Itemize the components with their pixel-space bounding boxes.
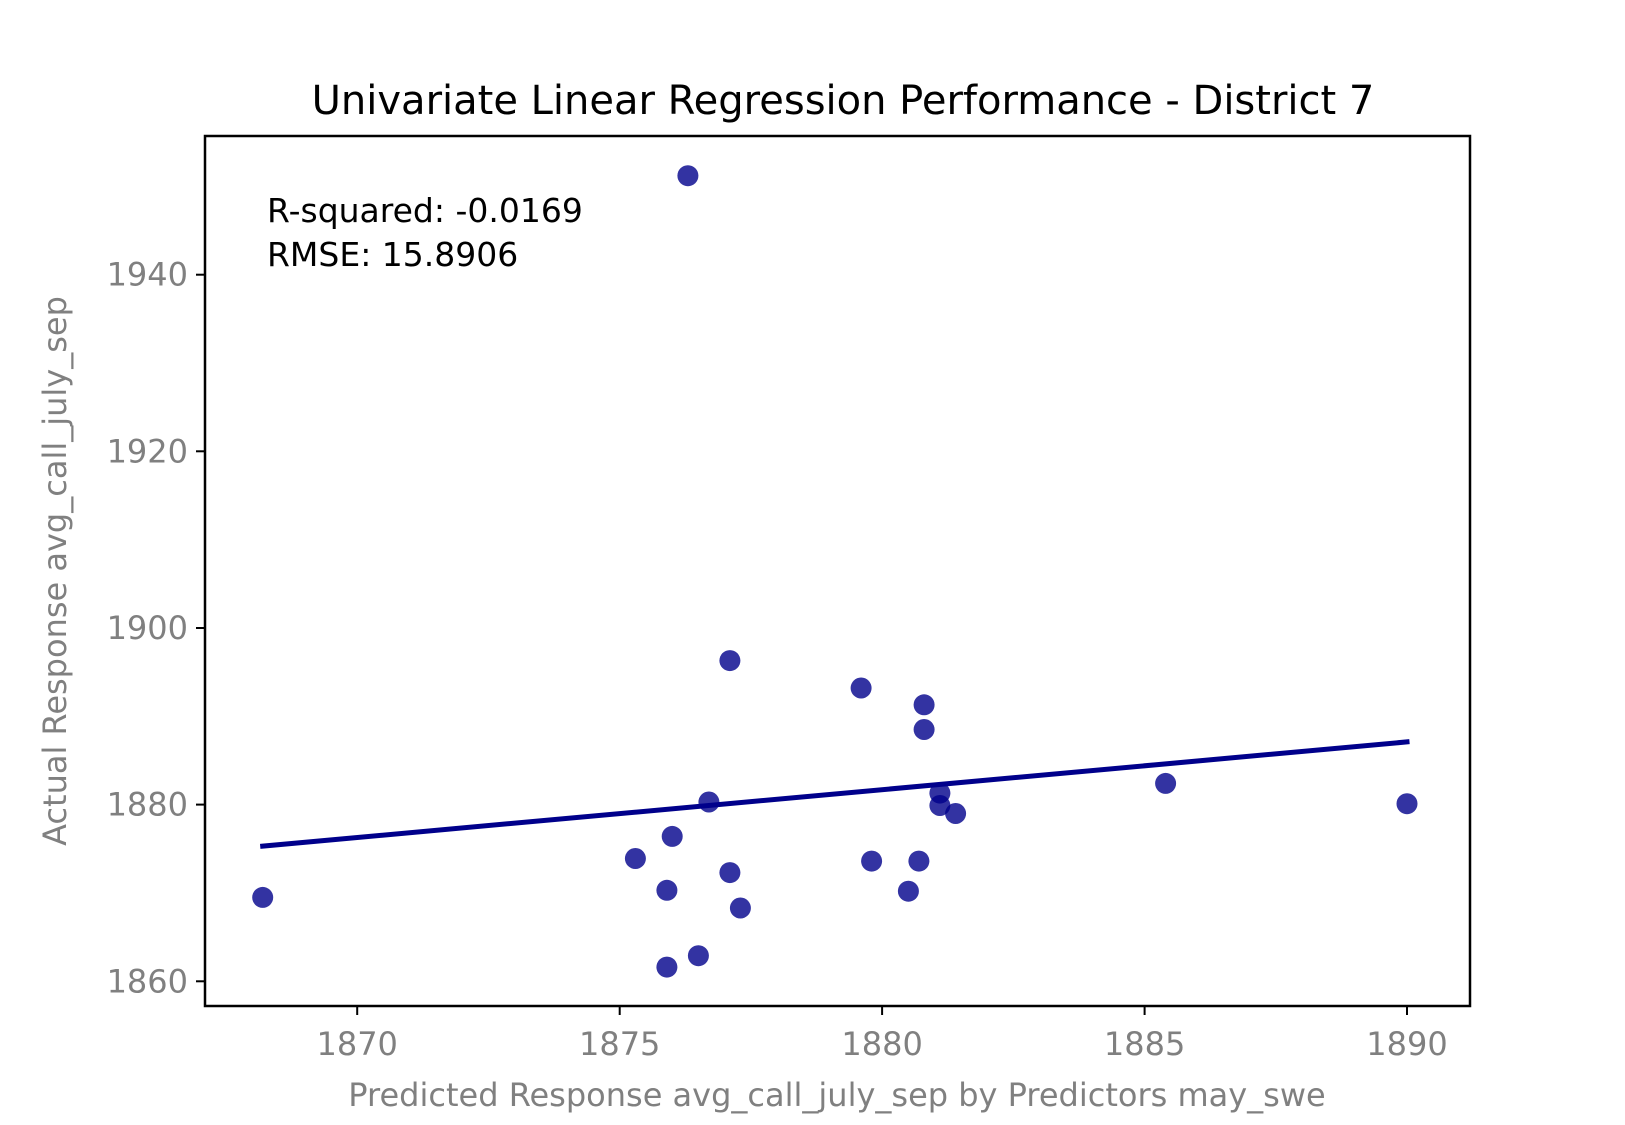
- data-point-9: [719, 650, 741, 672]
- y-tick-label-1880: 1880: [107, 786, 188, 824]
- y-axis-label: Actual Response avg_call_july_sep: [36, 296, 74, 846]
- data-point-21: [1155, 772, 1177, 794]
- x-axis-label: Predicted Response avg_call_july_sep by …: [348, 1076, 1325, 1114]
- x-tick-label-1880: 1880: [841, 1025, 922, 1063]
- data-point-5: [661, 825, 683, 847]
- y-tick-label-1920: 1920: [107, 432, 188, 470]
- y-tick-label-1900: 1900: [107, 609, 188, 647]
- data-point-16: [913, 694, 935, 716]
- data-point-22: [1396, 793, 1418, 815]
- x-tick-label-1875: 1875: [579, 1025, 660, 1063]
- x-tick-label-1885: 1885: [1104, 1025, 1185, 1063]
- data-point-14: [897, 880, 919, 902]
- x-tick-label-1870: 1870: [316, 1025, 397, 1063]
- data-point-6: [677, 165, 699, 187]
- data-point-10: [719, 862, 741, 884]
- rmse-annotation: RMSE: 15.8906: [267, 235, 518, 274]
- data-point-20: [945, 803, 967, 824]
- regression-line: [259, 739, 1410, 849]
- x-axis: 1870 1875 1880 1885 1890: [316, 1006, 1448, 1063]
- y-axis: 1860 1880 1900 1920 1940: [107, 256, 205, 1000]
- data-point-3: [656, 879, 678, 901]
- data-point-4: [656, 956, 678, 978]
- data-point-8: [698, 791, 720, 813]
- y-tick-label-1940: 1940: [107, 256, 188, 294]
- data-point-13: [861, 850, 883, 872]
- data-point-11: [729, 897, 751, 919]
- r-squared-annotation: R-squared: -0.0169: [267, 191, 583, 230]
- data-point-17: [913, 719, 935, 740]
- data-point-19: [929, 795, 951, 816]
- data-point-1: [252, 886, 274, 908]
- y-tick-label-1860: 1860: [107, 962, 188, 1000]
- data-point-15: [908, 850, 930, 872]
- data-point-2: [624, 848, 646, 869]
- x-tick-label-1890: 1890: [1366, 1025, 1447, 1063]
- plot-area: [252, 165, 1418, 978]
- plot-frame: [203, 134, 1472, 1008]
- data-point-12: [850, 677, 872, 699]
- chart-title: Univariate Linear Regression Performance…: [312, 78, 1375, 124]
- data-point-7: [687, 945, 709, 967]
